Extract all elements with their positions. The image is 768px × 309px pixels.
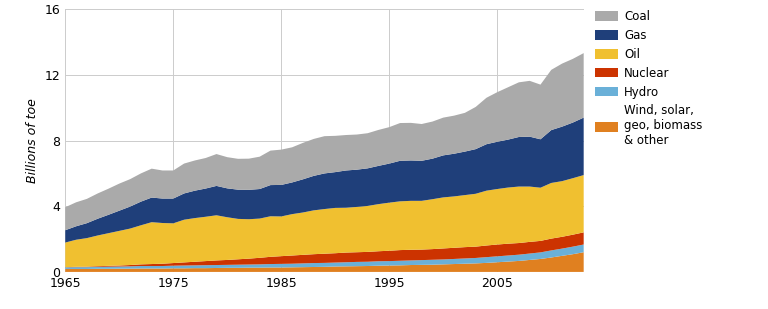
Legend: Coal, Gas, Oil, Nuclear, Hydro, Wind, solar,
geo, biomass
& other: Coal, Gas, Oil, Nuclear, Hydro, Wind, so… (594, 10, 703, 147)
Y-axis label: Billions of toe: Billions of toe (26, 98, 39, 183)
